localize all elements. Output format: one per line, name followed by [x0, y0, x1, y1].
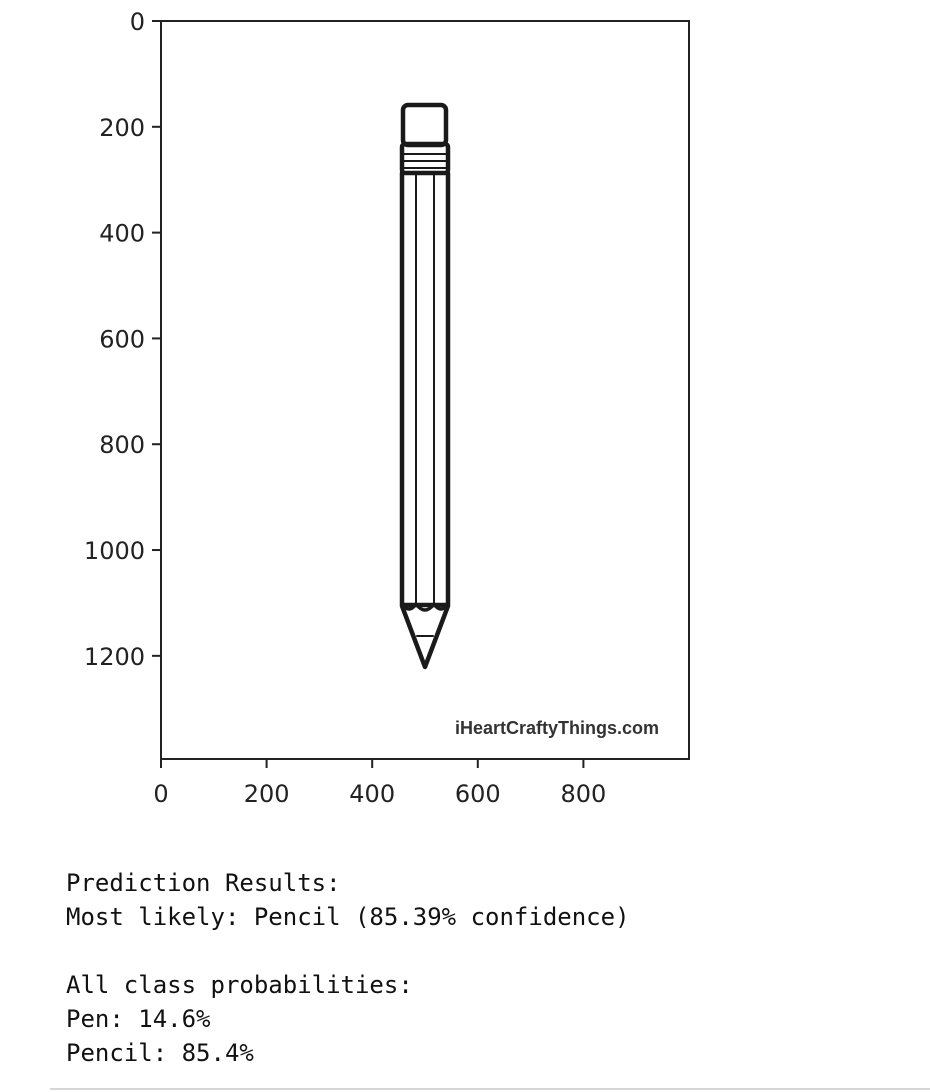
probabilities-header: All class probabilities:	[66, 971, 413, 999]
pencil-tip	[399, 603, 451, 670]
y-tick-label: 1200	[84, 643, 145, 671]
x-tick-label: 200	[244, 780, 290, 808]
x-tick-label: 600	[455, 780, 501, 808]
x-tick-label: 400	[349, 780, 395, 808]
y-axis: 0 200 400 600 800 1000 1200	[84, 8, 161, 671]
y-tick-label: 800	[99, 431, 145, 459]
pencil-ferrule	[399, 141, 451, 176]
prediction-output: Prediction Results: Most likely: Pencil …	[66, 866, 630, 1070]
x-tick-label: 0	[153, 780, 168, 808]
output-header: Prediction Results:	[66, 869, 341, 897]
y-tick-label: 0	[130, 8, 145, 36]
y-tick-label: 1000	[84, 537, 145, 565]
axes-frame	[160, 20, 690, 760]
image-plot: iHeartCraftyThings.com 0 200 400 600 800 0 20…	[84, 8, 690, 808]
x-axis: 0 200 400 600 800	[153, 759, 606, 808]
watermark-text: iHeartCraftyThings.com	[455, 718, 659, 738]
plot-area	[161, 21, 689, 759]
cell-divider	[50, 1088, 930, 1090]
y-tick-label: 200	[99, 114, 145, 142]
y-tick-label: 600	[99, 325, 145, 353]
most-likely-line: Most likely: Pencil (85.39% confidence)	[66, 903, 630, 931]
probability-pen: Pen: 14.6%	[66, 1005, 211, 1033]
pencil-body	[399, 170, 451, 608]
blank-line	[66, 934, 630, 968]
x-tick-label: 800	[560, 780, 606, 808]
pencil-icon	[399, 102, 451, 670]
y-tick-label: 400	[99, 220, 145, 248]
probability-pencil: Pencil: 85.4%	[66, 1039, 254, 1067]
